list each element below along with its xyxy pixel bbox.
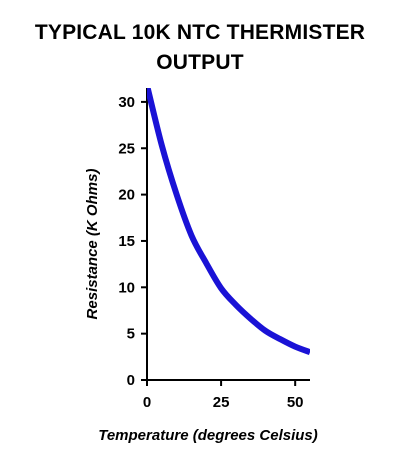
series-line-0: [147, 88, 310, 356]
y-tick-label: 5: [127, 326, 135, 343]
chart-title-line-2: OUTPUT: [156, 51, 244, 74]
y-tick-label: 25: [118, 140, 135, 157]
y-tick-label: 30: [118, 94, 135, 111]
y-tick-label: 10: [118, 279, 135, 296]
chart-title: TYPICAL 10K NTC THERMISTER OUTPUT: [0, 18, 400, 78]
x-axis-ticks: 0 25 50: [143, 380, 304, 411]
series-layer: [147, 88, 310, 356]
x-axis-title: Temperature (degrees Celsius): [98, 427, 318, 444]
y-tick-label: 20: [118, 187, 135, 204]
chart-title-line-1: TYPICAL 10K NTC THERMISTER: [34, 21, 366, 44]
y-axis-title: Resistance (K Ohms): [84, 169, 101, 320]
axes: [146, 88, 310, 384]
x-tick-label: 50: [287, 394, 304, 411]
x-tick-label: 0: [143, 394, 151, 411]
y-tick-label: 0: [127, 372, 135, 389]
x-tick-label: 25: [213, 394, 230, 411]
y-tick-label: 15: [118, 233, 135, 250]
y-axis-ticks: 0 5 10 15 20 25 30: [118, 94, 147, 389]
